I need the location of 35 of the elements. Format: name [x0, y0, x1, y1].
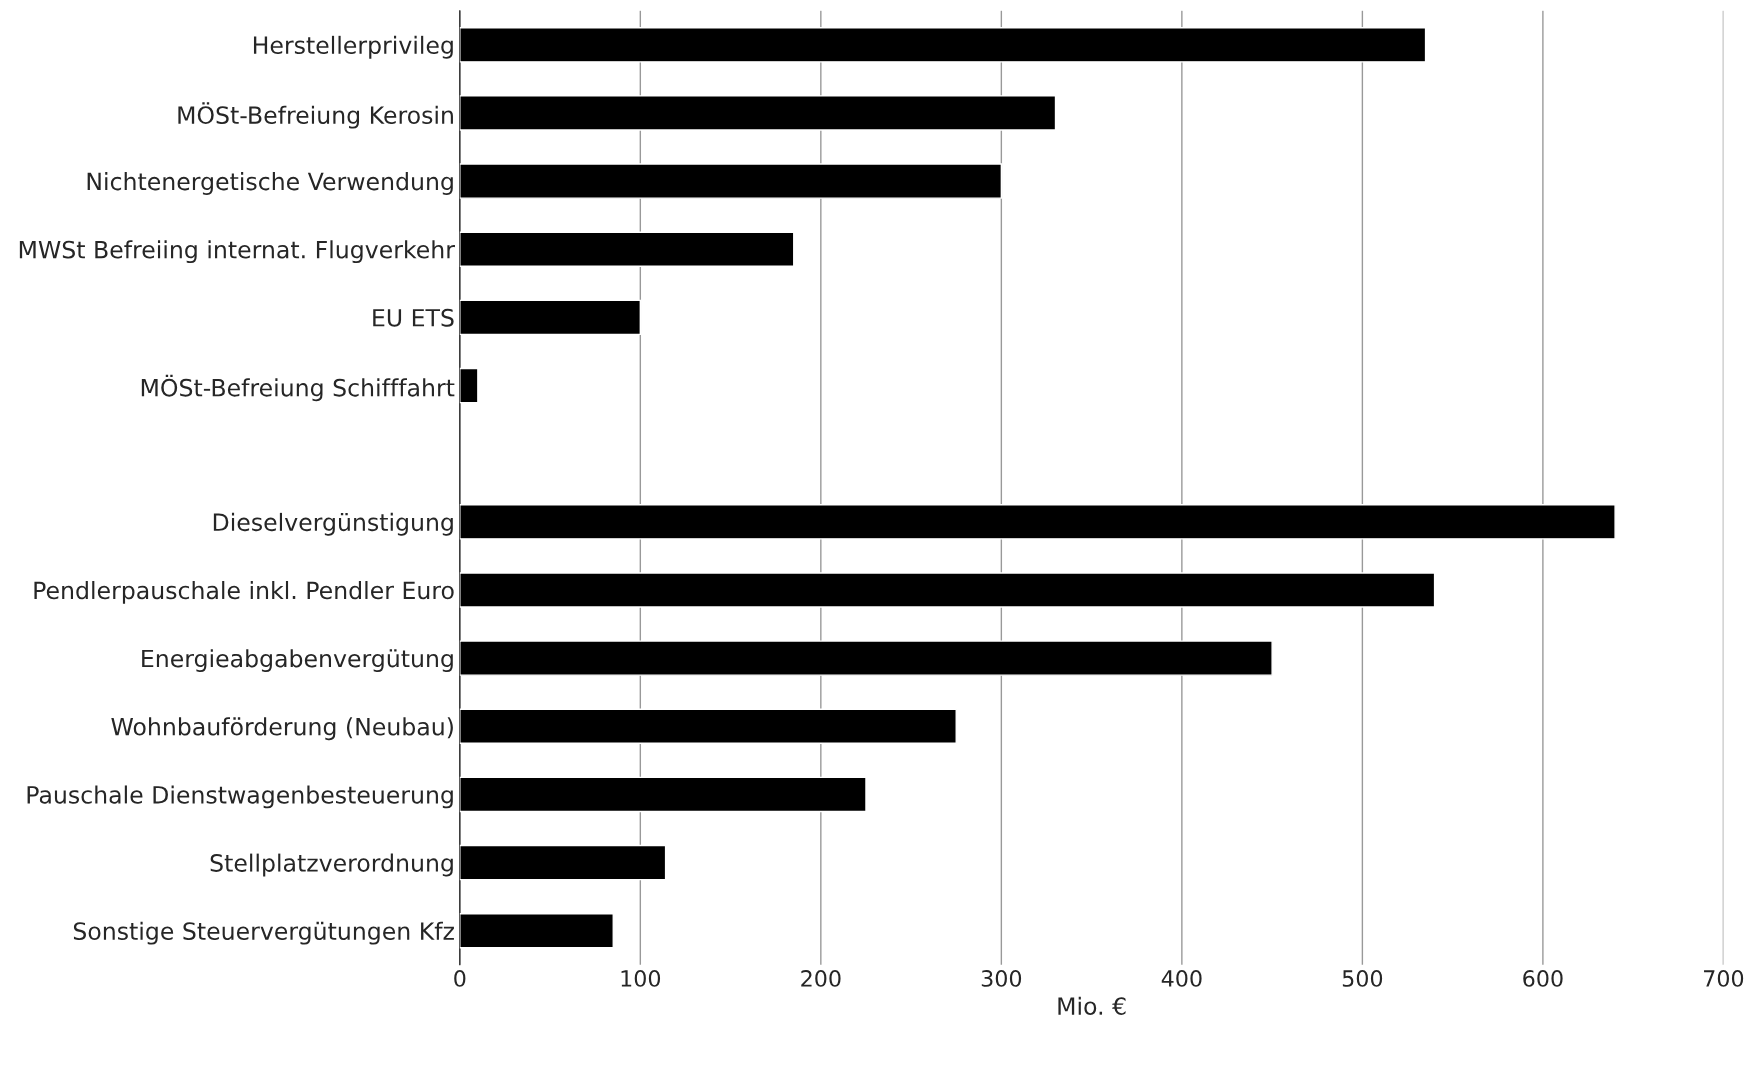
bar	[459, 95, 1057, 131]
y-tick-label: Energieabgabenvergütung	[142, 649, 453, 673]
bar	[459, 27, 1427, 63]
x-tick-label: 500	[1342, 970, 1383, 987]
y-tick-label: Wohnbauförderung (Neubau)	[111, 717, 453, 741]
bar	[459, 367, 479, 404]
bar	[459, 504, 1616, 540]
y-tick-label: Stellplatzverordnung	[210, 853, 453, 877]
y-tick-label: Pauschale Dienstwagenbesteuerung	[27, 785, 453, 809]
y-tick-label: MWSt Befreiing internat. Flugverkehr	[19, 240, 455, 264]
bar	[459, 163, 1003, 199]
x-tick-label: 0	[454, 970, 466, 987]
x-tick-label: 200	[801, 970, 841, 987]
x-tick-label: 100	[621, 970, 661, 987]
bar	[459, 640, 1273, 676]
bar	[459, 572, 1436, 608]
x-tick-label: 600	[1523, 970, 1563, 987]
y-tick-label: MÖSt-Befreiung Schifffahrt	[141, 374, 455, 402]
bar	[459, 776, 867, 813]
x-tick-label: 700	[1704, 970, 1744, 987]
bar	[459, 299, 642, 336]
y-tick-label: Herstellerprivileg	[253, 35, 453, 59]
y-tick-label: Dieselvergünstigung	[213, 512, 453, 536]
x-tick-label: 300	[981, 970, 1022, 987]
bar	[459, 231, 795, 267]
x-tick-label: 400	[1161, 970, 1202, 987]
bar	[459, 912, 614, 949]
y-tick-label: Nichtenergetische Verwendung	[87, 172, 453, 195]
y-tick-label: Sonstige Steuervergütungen Kfz	[73, 921, 454, 945]
bar	[459, 708, 957, 745]
y-tick-label: MÖSt-Befreiung Kerosin	[178, 102, 453, 129]
bar	[459, 844, 667, 881]
y-tick-label: EU ETS	[373, 308, 454, 327]
y-tick-label: Pendlerpauschale inkl. Pendler Euro	[34, 581, 454, 604]
x-axis-title: Mio. €	[1058, 996, 1126, 1015]
